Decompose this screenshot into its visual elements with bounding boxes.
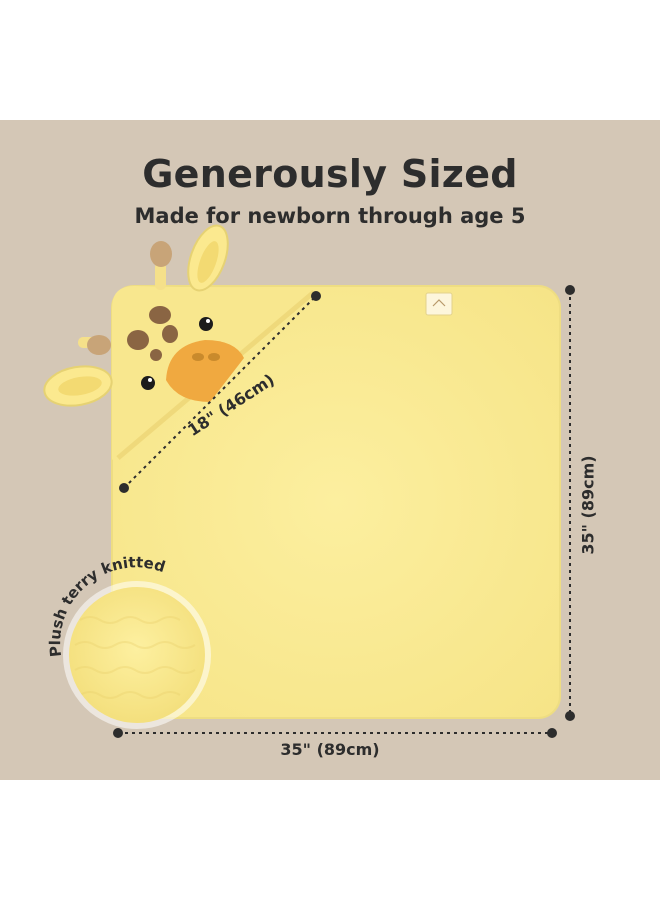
dimension-endpoint [547,728,557,738]
dimension-endpoint [113,728,123,738]
hood-dimension-line [123,295,317,489]
height-dimension-label: 35" (89cm) [578,455,598,555]
dimension-endpoint [565,711,575,721]
fabric-closeup [69,587,205,723]
dimension-endpoint [119,483,129,493]
giraffe-horn-knob-left [87,335,111,355]
dimension-endpoint [311,291,321,301]
width-dimension-label: 35" (89cm) [280,740,380,759]
giraffe-eye-right [199,317,213,331]
giraffe-face-patch [166,340,244,402]
giraffe-spot [149,306,171,324]
dimension-endpoint [565,285,575,295]
subheadline: Made for newborn through age 5 [134,204,526,228]
giraffe-eye-left [141,376,155,390]
giraffe-horn-knob-top [150,241,172,267]
giraffe-horn-top [155,262,166,290]
towel-body [111,285,561,719]
giraffe-spot [127,330,149,350]
giraffe-spot [162,325,178,343]
giraffe-spot [150,349,162,361]
headline: Generously Sized [142,152,518,196]
brand-tag [425,292,453,316]
